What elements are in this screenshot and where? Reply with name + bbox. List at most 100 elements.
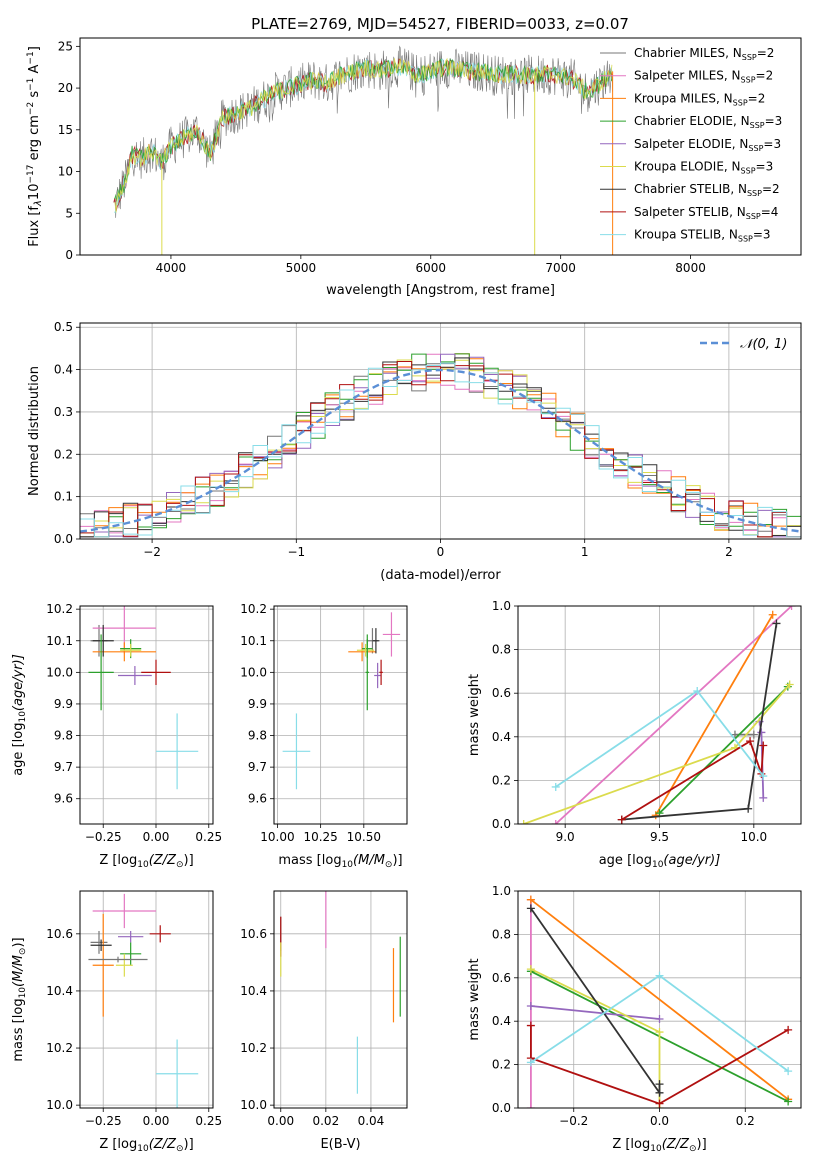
y-label-part: Flux [f xyxy=(27,206,42,247)
panel-mass-weight-vs-age: 9.0 9.5 10.0 0.0 0.2 0.4 0.6 0.8 1.0 age [log10(a… xyxy=(467,599,802,870)
legend-entry: Chabrier MILES, NSSP=2 xyxy=(634,46,774,62)
axes-frame xyxy=(79,890,214,1109)
x-tick-label: 10.25 xyxy=(303,830,337,844)
y-label-sub: ⊙ xyxy=(18,948,28,956)
y-tick-label: 0.6 xyxy=(492,971,511,985)
x-label-part: (Z/Z xyxy=(149,1137,177,1152)
y-tick-label: 0.4 xyxy=(492,730,511,744)
y-tick-label: 10.1 xyxy=(46,634,73,648)
legend-entry: Kroupa MILES, NSSP=2 xyxy=(634,91,765,107)
x-label-sub: ⊙ xyxy=(689,1144,697,1154)
weight-point-marker xyxy=(768,610,777,619)
weight-series-line xyxy=(621,739,765,821)
weight-point-marker xyxy=(784,1067,793,1076)
x-label-sub: 10 xyxy=(137,1144,149,1154)
y-tick-label: 9.9 xyxy=(54,697,73,711)
y-label-part: 10 xyxy=(27,184,42,201)
y-tick-label: 9.6 xyxy=(248,792,267,806)
legend-text: Salpeter MILES, N xyxy=(634,69,741,83)
weight-series-line xyxy=(658,686,789,814)
y-tick-label: 0.0 xyxy=(492,817,511,831)
x-axis-label: Z [log10(Z/Z⊙)] xyxy=(99,1137,193,1154)
weight-series-line xyxy=(654,614,774,816)
y-label-part: (M/M xyxy=(11,955,26,987)
weight-point-marker xyxy=(693,687,702,696)
plots-layer: 4000 5000 6000 7000 80000510152025wavelength… xyxy=(11,37,802,1154)
y-label-sub: 10 xyxy=(18,987,28,999)
y-tick-label: 10.2 xyxy=(46,1041,73,1055)
x-tick-label: 2 xyxy=(725,545,733,559)
x-tick-label: 9.0 xyxy=(556,830,575,844)
legend-entry: Kroupa STELIB, NSSP=3 xyxy=(634,228,771,244)
weight-point-marker xyxy=(655,1088,664,1097)
axes-frame xyxy=(79,605,214,825)
y-label-part: s xyxy=(27,91,42,102)
y-tick-label: 9.6 xyxy=(54,792,73,806)
legend-sub: SSP xyxy=(733,98,748,107)
y-tick-label: 0.0 xyxy=(492,1101,511,1115)
weight-series-line xyxy=(555,606,793,824)
axes-frame xyxy=(79,37,802,256)
errorbar-group xyxy=(280,891,401,1094)
x-tick-label: 10.0 xyxy=(740,830,767,844)
x-label-part: )] xyxy=(184,853,194,868)
legend-sub: SSP xyxy=(741,76,756,85)
spectrum-model-line xyxy=(113,58,613,212)
weight-point-marker xyxy=(784,1025,793,1034)
panel-mass-vs-ebv: 0.00 0.02 0.04 10.0 10.2 10.4 10.6 E(B-V) xyxy=(240,890,408,1152)
histogram-step-line xyxy=(80,362,801,538)
x-tick-label: 1 xyxy=(581,545,589,559)
x-tick-label: 9.5 xyxy=(650,830,669,844)
weight-point-marker xyxy=(759,772,768,781)
y-tick-label: 1.0 xyxy=(492,884,511,898)
y-axis-label: mass [log10(M/M⊙)] xyxy=(11,937,28,1061)
x-tick-label: 0.00 xyxy=(267,1114,294,1128)
y-tick-label: 10.2 xyxy=(46,602,73,616)
x-label-sub: ⊙ xyxy=(385,860,393,870)
y-tick-label: 9.8 xyxy=(54,729,73,743)
y-tick-label: 10.0 xyxy=(46,665,73,679)
x-axis-label: Z [log10(Z/Z⊙)] xyxy=(612,1137,706,1154)
y-label-part: erg cm xyxy=(27,115,42,164)
y-label-part: (age/yr)] xyxy=(11,654,26,711)
y-tick-label: 10.2 xyxy=(240,1041,267,1055)
weight-series-line xyxy=(530,1025,789,1105)
y-label-part: −1 xyxy=(26,51,36,64)
y-tick-label: 0.5 xyxy=(54,320,73,334)
legend-text: Salpeter ELODIE, N xyxy=(634,137,748,151)
x-label-sub: 10 xyxy=(137,860,149,870)
y-tick-label: 10.6 xyxy=(46,927,73,941)
x-tick-label: 8000 xyxy=(675,261,706,275)
legend-entry: 𝒩(0, 1) xyxy=(740,337,787,352)
legend-sub: SSP xyxy=(738,235,753,244)
legend-sub: SSP xyxy=(741,167,756,176)
weight-series-line xyxy=(530,1005,660,1020)
axes-frame xyxy=(517,605,802,825)
legend-tail: =2 xyxy=(757,46,775,60)
x-axis-label: (data-model)/error xyxy=(380,568,501,583)
weight-point-marker xyxy=(551,820,560,824)
legend-text: Chabrier ELODIE, N xyxy=(634,114,750,128)
x-label-part: )] xyxy=(697,1137,707,1152)
y-axis-label: Flux [fλ10−17 erg cm−2 s−1 A−1] xyxy=(26,46,44,247)
y-tick-label: 10.4 xyxy=(240,984,267,998)
weight-series-line xyxy=(530,898,789,1101)
x-label-part: Z [log xyxy=(99,1137,137,1152)
weight-point-marker xyxy=(655,1080,664,1089)
x-label-part: mass [log xyxy=(278,853,341,868)
x-label-part: Z [log xyxy=(99,853,137,868)
x-label-sub: 10 xyxy=(652,860,664,870)
x-axis-label: wavelength [Angstrom, rest frame] xyxy=(326,283,555,298)
y-tick-label: 10.0 xyxy=(240,1098,267,1112)
weight-point-marker xyxy=(759,741,768,750)
legend-text: Kroupa ELODIE, N xyxy=(634,160,741,174)
weight-point-marker xyxy=(730,730,739,739)
y-label-part: λ xyxy=(33,200,44,207)
legend-tail: =4 xyxy=(761,205,779,219)
legend-entry: Salpeter ELODIE, NSSP=3 xyxy=(634,137,781,153)
weight-point-marker xyxy=(784,1097,793,1106)
y-label-part: mass weight xyxy=(467,958,482,1040)
x-tick-label: 5000 xyxy=(286,261,317,275)
x-tick-label: 0.2 xyxy=(736,1114,755,1128)
